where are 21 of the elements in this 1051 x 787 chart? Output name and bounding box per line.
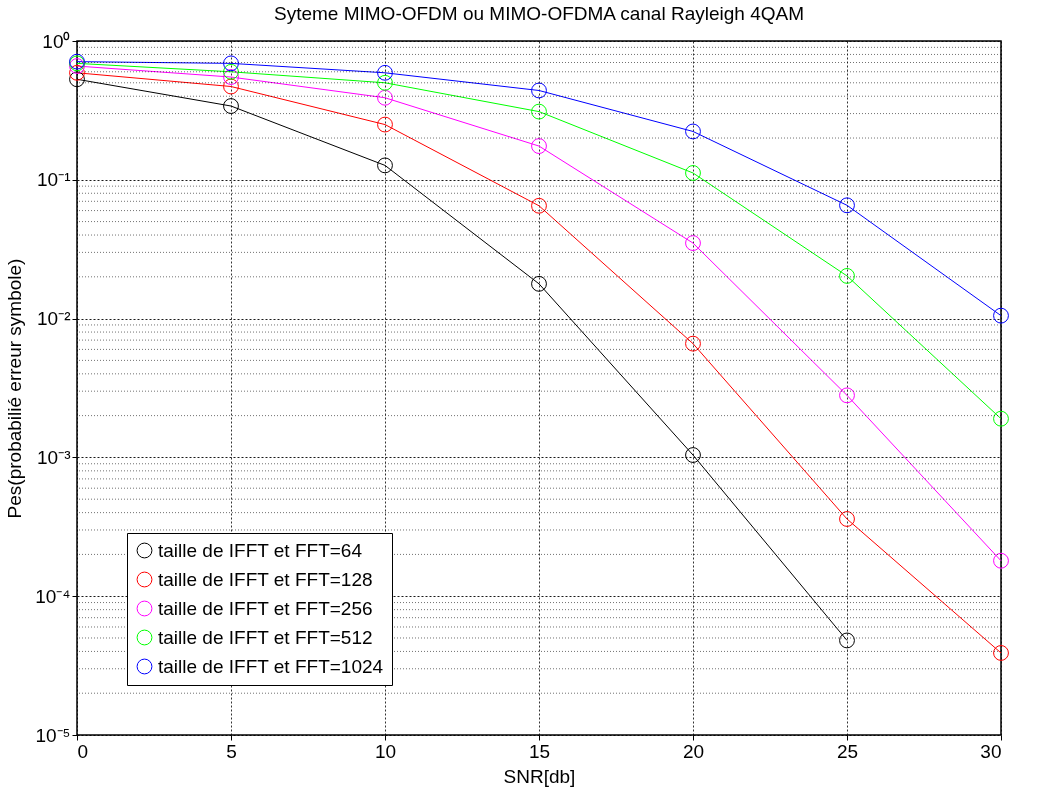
y-tick-label: 10⁻⁵ (35, 724, 71, 746)
x-tick-label: 20 (682, 740, 705, 762)
x-tick-label: 10 (374, 740, 397, 762)
x-tick-label: 30 (980, 740, 1002, 762)
y-axis-title: Pes(probabilié erreur symbole) (4, 258, 26, 519)
y-tick-label: 10⁻³ (37, 446, 71, 468)
y-tick-label: 10⁻² (37, 308, 71, 330)
x-tick-label: 0 (77, 740, 89, 762)
legend-label: taille de IFFT et FFT=256 (158, 597, 373, 619)
x-tick-label: 5 (226, 740, 237, 762)
x-tick-label: 25 (836, 740, 859, 762)
legend-label: taille de IFFT et FFT=1024 (158, 655, 384, 677)
x-tick-label: 15 (528, 740, 551, 762)
legend-label: taille de IFFT et FFT=512 (158, 626, 373, 648)
chart-title: Syteme MIMO-OFDM ou MIMO-OFDMA canal Rayleigh 4QAM (274, 3, 804, 24)
x-axis-title: SNR[db] (503, 765, 576, 787)
y-tick-label: 10⁻¹ (37, 169, 71, 191)
y-tick-label: 10⁰ (42, 30, 71, 52)
legend-label: taille de IFFT et FFT=128 (158, 568, 373, 590)
legend-label: taille de IFFT et FFT=64 (158, 539, 363, 561)
y-tick-label: 10⁻⁴ (35, 585, 71, 607)
